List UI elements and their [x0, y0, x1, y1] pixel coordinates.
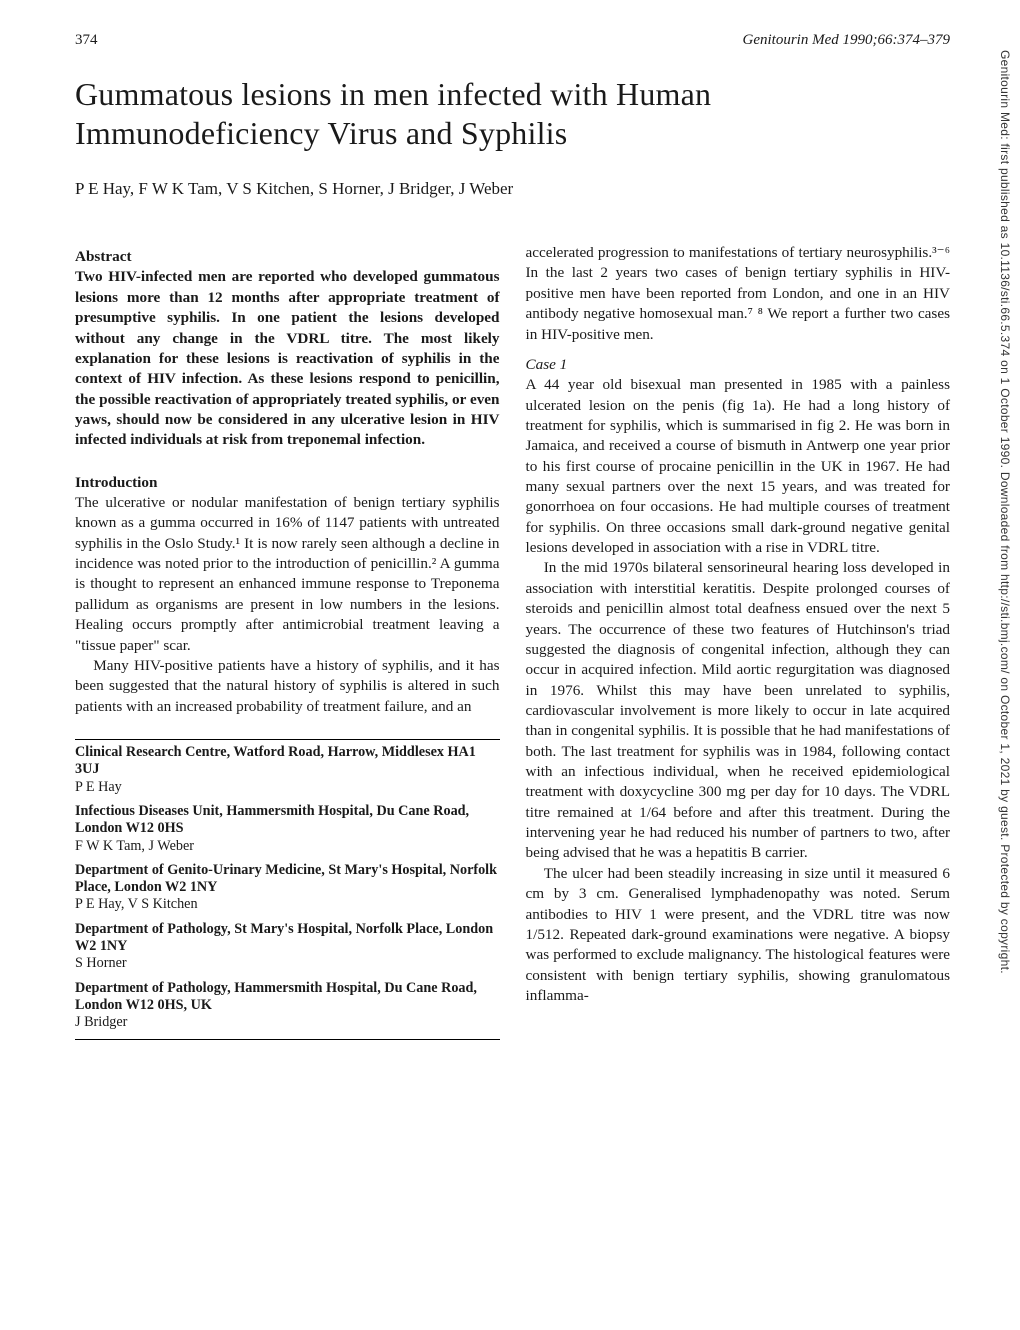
intro-paragraph: Many HIV-positive patients have a histor…: [75, 656, 500, 717]
article-title: Gummatous lesions in men infected with H…: [75, 75, 950, 153]
affil-names: S Horner: [75, 955, 500, 972]
affiliations-block: Clinical Research Centre, Watford Road, …: [75, 739, 500, 1040]
case-paragraph: In the mid 1970s bilateral sensorineural…: [526, 558, 951, 863]
affil-names: F W K Tam, J Weber: [75, 838, 500, 855]
download-sidebar: Genitourin Med: first published as 10.11…: [992, 50, 1012, 1280]
page-number: 374: [75, 32, 98, 49]
affiliation: Department of Pathology, St Mary's Hospi…: [75, 921, 500, 973]
right-column: accelerated progression to manifestation…: [526, 243, 951, 1040]
authors-line: P E Hay, F W K Tam, V S Kitchen, S Horne…: [75, 179, 950, 199]
case-paragraph: The ulcer had been steadily increasing i…: [526, 864, 951, 1007]
journal-citation: Genitourin Med 1990;66:374–379: [743, 32, 950, 49]
abstract-heading: Abstract: [75, 247, 500, 267]
page: 374 Genitourin Med 1990;66:374–379 Gumma…: [0, 0, 1020, 1072]
abstract-text: Two HIV-infected men are reported who de…: [75, 267, 500, 450]
left-column: Abstract Two HIV-infected men are report…: [75, 243, 500, 1040]
continuation-paragraph: accelerated progression to manifestation…: [526, 243, 951, 345]
affil-institution: Infectious Diseases Unit, Hammersmith Ho…: [75, 803, 500, 838]
two-column-body: Abstract Two HIV-infected men are report…: [75, 243, 950, 1040]
affil-names: P E Hay, V S Kitchen: [75, 896, 500, 913]
affil-names: J Bridger: [75, 1014, 500, 1031]
affil-rule-top: [75, 739, 500, 740]
case-heading: Case 1: [526, 355, 951, 375]
running-header: 374 Genitourin Med 1990;66:374–379: [75, 32, 950, 49]
affiliation: Department of Genito-Urinary Medicine, S…: [75, 862, 500, 914]
affil-institution: Department of Pathology, Hammersmith Hos…: [75, 980, 500, 1015]
affiliation: Infectious Diseases Unit, Hammersmith Ho…: [75, 803, 500, 855]
affil-names: P E Hay: [75, 779, 500, 796]
affil-institution: Department of Pathology, St Mary's Hospi…: [75, 921, 500, 956]
affiliation: Department of Pathology, Hammersmith Hos…: [75, 980, 500, 1032]
affil-institution: Department of Genito-Urinary Medicine, S…: [75, 862, 500, 897]
intro-paragraph: The ulcerative or nodular manifestation …: [75, 493, 500, 656]
introduction-heading: Introduction: [75, 473, 500, 493]
affil-institution: Clinical Research Centre, Watford Road, …: [75, 744, 500, 779]
affil-rule-bottom: [75, 1039, 500, 1040]
case-paragraph: A 44 year old bisexual man presented in …: [526, 375, 951, 558]
affiliation: Clinical Research Centre, Watford Road, …: [75, 744, 500, 796]
